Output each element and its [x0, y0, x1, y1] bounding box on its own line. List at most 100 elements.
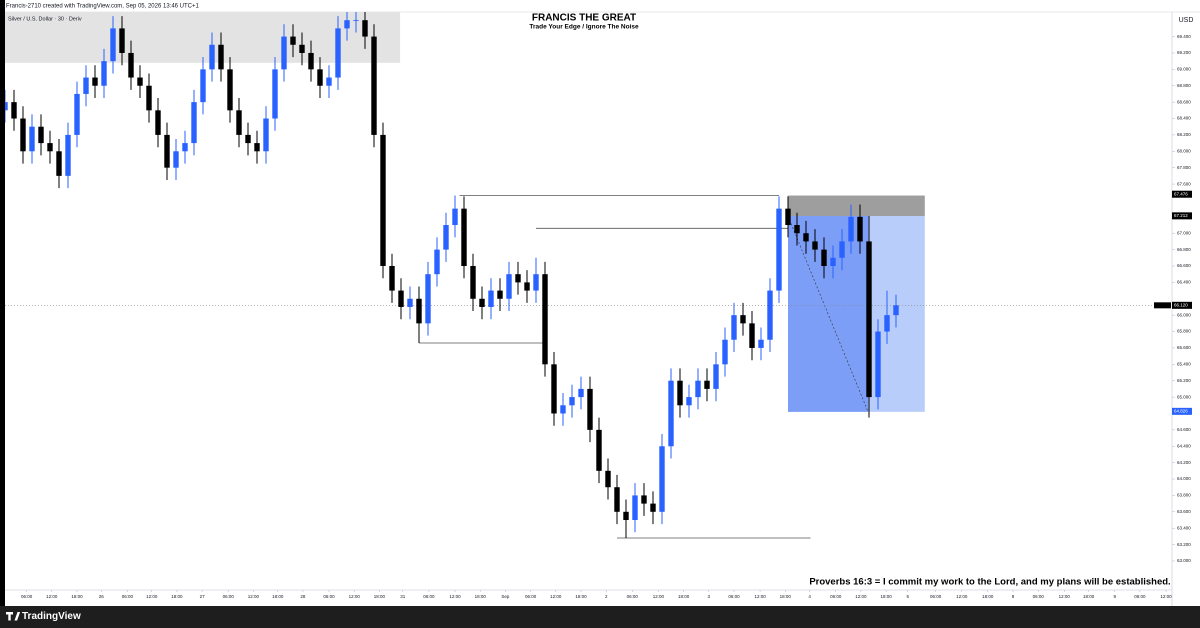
x-tick-label: 3: [708, 594, 711, 599]
candle: [542, 261, 548, 377]
candle-body: [290, 36, 296, 45]
candle: [848, 204, 854, 254]
candle-body: [875, 331, 881, 398]
candle: [281, 24, 287, 82]
candle-body: [272, 69, 278, 119]
candle: [425, 261, 431, 336]
x-tick-label: 2: [605, 594, 608, 599]
candle-body: [884, 315, 890, 332]
candle: [623, 499, 629, 539]
candle-body: [281, 36, 287, 70]
candle-body: [713, 364, 719, 389]
candle-body: [434, 249, 440, 275]
candle: [614, 474, 620, 525]
candle: [677, 368, 683, 418]
candle: [641, 483, 647, 516]
candle: [380, 122, 386, 279]
candle-body: [497, 290, 503, 299]
candle-body: [524, 282, 530, 291]
candle: [569, 384, 575, 418]
price-label: 67.212: [1174, 213, 1188, 218]
candle-body: [704, 380, 710, 389]
price-label: 66.120: [1174, 303, 1188, 308]
candle: [731, 302, 737, 353]
x-tick-label: 06:00: [1134, 594, 1146, 599]
y-tick-label: 63.400: [1177, 525, 1191, 530]
position-diagonal: [787, 215, 869, 412]
y-tick-label: 63.000: [1177, 558, 1191, 563]
candle-body: [209, 44, 215, 70]
x-tick-label: 18:00: [71, 594, 83, 599]
x-tick-label: 06:00: [323, 594, 335, 599]
candle: [794, 212, 800, 246]
candle: [560, 392, 566, 426]
candle-body: [614, 487, 620, 512]
y-tick-label: 65.000: [1177, 394, 1191, 399]
candle: [254, 130, 260, 164]
symbol-price-tag: [1154, 302, 1171, 309]
candle-body: [371, 36, 377, 135]
candle: [317, 57, 323, 99]
x-tick-label: 12:00: [449, 594, 461, 599]
candle-body: [317, 69, 323, 86]
candle: [335, 16, 341, 90]
candle-body: [335, 28, 341, 78]
x-tick-label: 18:00: [880, 594, 892, 599]
candle-body: [83, 77, 89, 94]
candle-body: [470, 265, 476, 299]
x-tick-label: 9: [1113, 594, 1116, 599]
candle-body: [38, 126, 44, 144]
candle-body: [740, 315, 746, 324]
x-tick-label: 28: [300, 594, 306, 599]
candle-body: [668, 380, 674, 447]
candle-body: [893, 305, 899, 316]
price-label: 64.826: [1174, 409, 1188, 414]
x-tick-label: 18:00: [171, 594, 183, 599]
x-tick-label: 12:00: [550, 594, 562, 599]
candle: [578, 376, 584, 410]
candle-body: [560, 405, 566, 414]
candle-body: [200, 69, 206, 103]
candle-body: [785, 208, 791, 226]
y-tick-label: 63.600: [1177, 509, 1191, 514]
y-tick-label: 65.600: [1177, 345, 1191, 350]
candle: [299, 32, 305, 66]
candle: [200, 57, 206, 115]
candle: [704, 368, 710, 402]
y-tick-label: 63.800: [1177, 493, 1191, 498]
candle: [605, 458, 611, 500]
candle-body: [128, 52, 134, 78]
candle: [218, 32, 224, 82]
candle: [812, 229, 818, 262]
candle-body: [812, 241, 818, 250]
x-tick-label: 27: [200, 594, 206, 599]
candle: [533, 257, 539, 303]
x-tick-label: 12:00: [248, 594, 260, 599]
candle: [596, 417, 602, 484]
candle: [209, 32, 215, 82]
candle-body: [254, 143, 260, 152]
y-tick-label: 64.000: [1177, 476, 1191, 481]
candle-body: [344, 20, 350, 29]
x-tick-label: 06:00: [223, 594, 235, 599]
candle-body: [695, 380, 701, 398]
x-tick-label: 06:00: [21, 594, 33, 599]
candle-body: [218, 44, 224, 70]
y-tick-label: 69.200: [1177, 50, 1191, 55]
candle-body: [623, 511, 629, 520]
candle-body: [227, 69, 233, 111]
candle: [146, 73, 152, 123]
y-tick-label: 67.000: [1177, 230, 1191, 235]
candle: [551, 352, 557, 426]
candle: [173, 138, 179, 180]
candle-body: [56, 151, 62, 176]
x-tick-label: 12:00: [46, 594, 58, 599]
x-tick-label: 06:00: [728, 594, 740, 599]
x-tick-label: 06:00: [930, 594, 942, 599]
candle-body: [362, 20, 368, 37]
candle-body: [20, 118, 26, 152]
candle: [5, 89, 8, 123]
candle-body: [749, 323, 755, 348]
candle-body: [569, 397, 575, 406]
